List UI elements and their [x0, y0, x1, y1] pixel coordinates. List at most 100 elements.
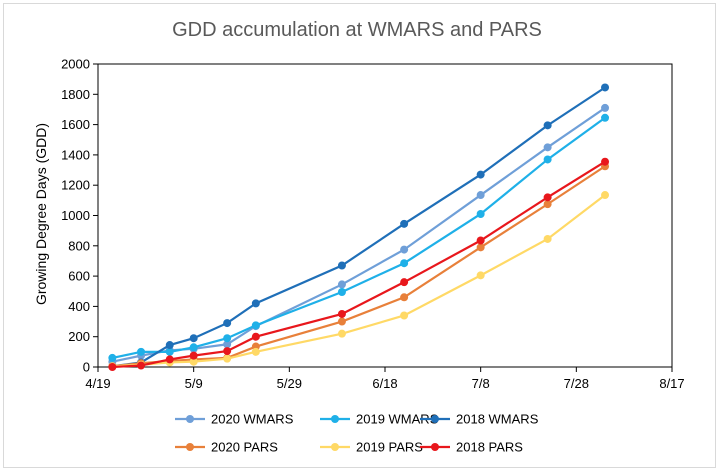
series-line: [112, 160, 606, 369]
x-tick-label: 5/29: [277, 376, 302, 391]
data-point: [601, 191, 610, 200]
data-point: [189, 357, 198, 366]
x-tick-label: 7/8: [472, 376, 490, 391]
y-tick-label: 1000: [61, 208, 90, 223]
legend-label: 2018 WMARS: [456, 412, 539, 427]
data-point: [223, 334, 232, 343]
data-point: [223, 347, 232, 356]
series-line: [112, 116, 606, 359]
data-point: [400, 219, 409, 228]
data-point: [223, 354, 232, 363]
legend-label: 2020 PARS: [211, 440, 278, 455]
series-2020-wmars: [108, 103, 610, 366]
data-point: [543, 193, 552, 202]
data-point: [251, 299, 260, 308]
data-point: [189, 351, 198, 360]
legend-item: 2018 PARS: [420, 440, 523, 455]
data-point: [476, 209, 485, 218]
data-point: [476, 271, 485, 280]
y-tick-label: 1800: [61, 87, 90, 102]
data-point: [337, 309, 346, 318]
data-point: [543, 121, 552, 130]
data-point: [543, 155, 552, 164]
x-tick-label: 7/28: [564, 376, 589, 391]
data-point: [400, 245, 409, 254]
y-tick-label: 200: [68, 329, 90, 344]
legend-label: 2019 PARS: [356, 440, 423, 455]
y-tick-label: 2000: [61, 57, 90, 72]
data-point: [476, 170, 485, 179]
data-point: [251, 347, 260, 356]
data-point: [223, 340, 232, 349]
data-point: [543, 200, 552, 209]
y-tick-label: 1600: [61, 117, 90, 132]
series-layer: [108, 83, 610, 371]
y-tick-label: 1400: [61, 147, 90, 162]
legend-label: 2019 WMARS: [356, 412, 439, 427]
series-line: [112, 86, 606, 368]
data-point: [337, 317, 346, 326]
data-point: [189, 334, 198, 343]
data-point: [337, 280, 346, 289]
data-point: [601, 113, 610, 122]
series-2018-pars: [108, 157, 610, 371]
chart-title: GDD accumulation at WMARS and PARS: [172, 19, 542, 41]
series-2020-pars: [108, 162, 610, 371]
x-tick-label: 5/9: [185, 376, 203, 391]
legend-item: 2019 PARS: [320, 440, 423, 455]
y-tick-label: 600: [68, 269, 90, 284]
series-2018-wmars: [108, 83, 610, 371]
data-point: [223, 319, 232, 328]
data-point: [337, 261, 346, 270]
series-2019-wmars: [108, 113, 610, 362]
x-tick-label: 6/18: [372, 376, 397, 391]
legend-item: 2019 WMARS: [320, 412, 439, 427]
y-tick-label: 1200: [61, 178, 90, 193]
legend-swatch-marker: [186, 443, 194, 451]
data-point: [165, 341, 174, 350]
data-point: [137, 347, 146, 356]
data-point: [165, 355, 174, 364]
y-axis-ticks: 0 200 400 600 800 1000 1200 1400 1600 1800 2000: [61, 57, 98, 375]
data-point: [337, 288, 346, 297]
x-tick-label: 4/19: [85, 376, 110, 391]
legend-label: 2020 WMARS: [211, 412, 294, 427]
legend-swatch-marker: [431, 443, 439, 451]
series-line: [112, 165, 606, 368]
legend-swatch-marker: [331, 415, 339, 423]
series-line: [112, 107, 606, 363]
legend-item: 2020 WMARS: [175, 412, 294, 427]
data-point: [251, 332, 260, 341]
chart-frame: [3, 3, 716, 468]
data-point: [108, 363, 117, 371]
data-point: [601, 83, 610, 92]
data-point: [400, 278, 409, 287]
legend-swatch-marker: [431, 415, 439, 423]
data-point: [400, 311, 409, 320]
data-point: [601, 103, 610, 112]
data-point: [476, 191, 485, 200]
data-point: [400, 259, 409, 268]
x-tick-label: 8/17: [659, 376, 684, 391]
data-point: [165, 347, 174, 356]
legend-item: 2020 PARS: [175, 440, 278, 455]
legend-swatch-marker: [186, 415, 194, 423]
legend-item: 2018 WMARS: [420, 412, 539, 427]
y-tick-label: 800: [68, 238, 90, 253]
data-point: [543, 234, 552, 243]
data-point: [108, 353, 117, 362]
legend: 2020 WMARS 2019 WMARS 2018 WMARS 2020 PARS 2…: [175, 412, 539, 455]
data-point: [476, 243, 485, 252]
x-axis-ticks: 4/19 5/9 5/29 6/18 7/8 7/28 8/17: [85, 367, 685, 391]
data-point: [601, 157, 610, 166]
series-2019-pars: [108, 191, 610, 371]
data-point: [337, 329, 346, 338]
data-point: [400, 293, 409, 302]
legend-swatch-marker: [331, 443, 339, 451]
data-point: [189, 343, 198, 352]
legend-label: 2018 PARS: [456, 440, 523, 455]
data-point: [251, 321, 260, 330]
data-point: [543, 143, 552, 152]
y-tick-label: 0: [83, 360, 90, 375]
